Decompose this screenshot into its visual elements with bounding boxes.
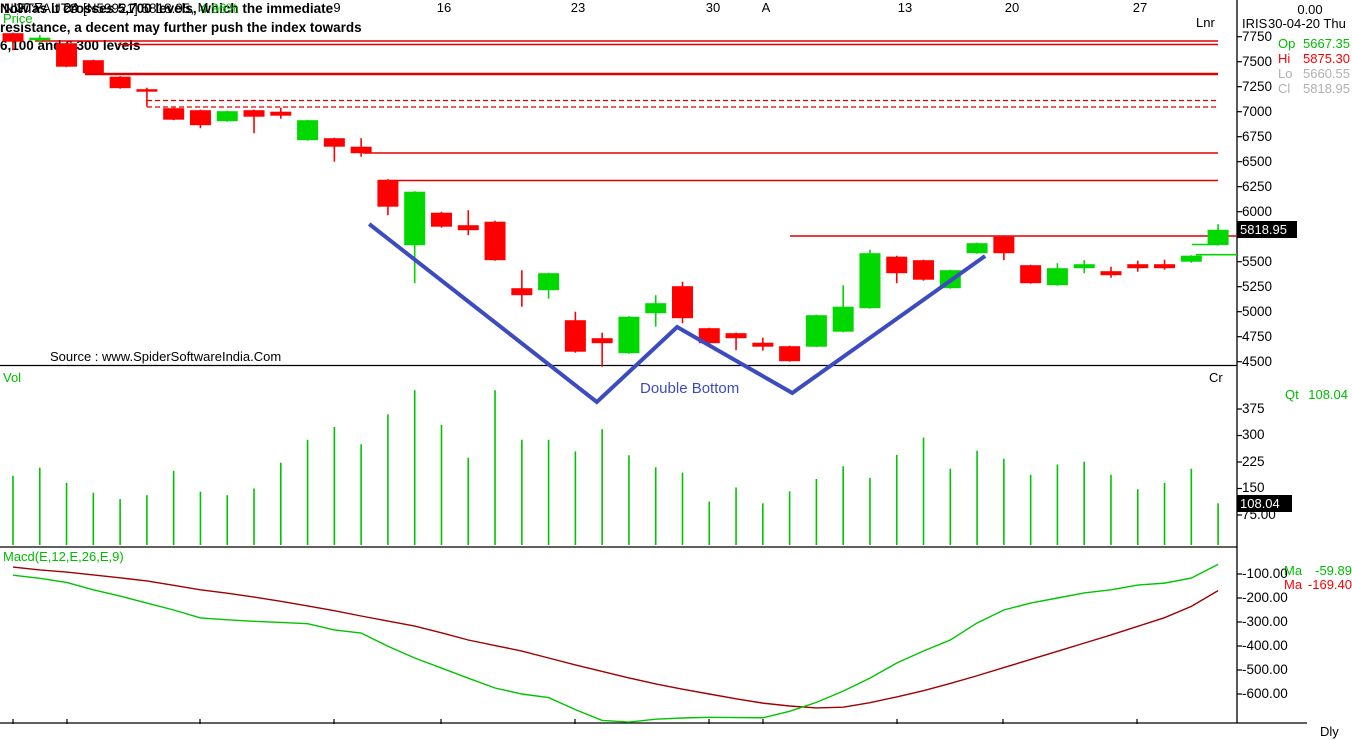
open-label: Op bbox=[1278, 36, 1296, 51]
app-name-label: IRIS bbox=[1242, 16, 1268, 31]
periodicity-label: Dly bbox=[1320, 724, 1339, 739]
quantity-value: 108.04 bbox=[1308, 387, 1348, 402]
session-date-label: 30-04-20 Thu bbox=[1268, 16, 1346, 31]
signal-ma-value: -169.40 bbox=[1307, 577, 1352, 592]
low-label: Lo bbox=[1278, 66, 1293, 81]
low-value: 5660.55 bbox=[1303, 66, 1350, 81]
high-label: Hi bbox=[1278, 51, 1291, 66]
price-panel-label: Price bbox=[3, 11, 33, 26]
open-value: 5667.35 bbox=[1303, 36, 1350, 51]
chart-title: NIFTYAUTO [N59921] 5818.95, 4.96% bbox=[4, 1, 238, 16]
close-value: 5818.95 bbox=[1303, 81, 1350, 96]
volume-panel-label: Vol bbox=[3, 370, 22, 385]
info-top-value: 0.00 bbox=[1297, 2, 1323, 17]
last-volume-tag: 108.04 bbox=[1237, 495, 1292, 512]
symbol-title: NIFTYAUTO [N59921] 5818.95, bbox=[4, 1, 195, 16]
last-price-tag: 5818.95 bbox=[1237, 221, 1297, 238]
signal-ma-label: Ma bbox=[1284, 577, 1303, 592]
scale-type-label: Lnr bbox=[1196, 15, 1215, 30]
macd-ma-label: Ma bbox=[1284, 563, 1303, 578]
annotation-line-1: Now as it crosses 5,700 levels, which th… bbox=[0, 1, 334, 16]
close-label: Cl bbox=[1278, 81, 1291, 96]
macd-panel-label: Macd(E,12,E,26,E,9) bbox=[3, 549, 124, 564]
high-value: 5875.30 bbox=[1303, 51, 1350, 66]
volume-unit-label: Cr bbox=[1209, 370, 1223, 385]
source-credit: Source : www.SpiderSoftwareIndia.Com bbox=[50, 349, 282, 364]
quantity-label: Qt bbox=[1285, 387, 1299, 402]
pattern-annotation: Double Bottom bbox=[640, 380, 740, 397]
macd-ma-value: -59.89 bbox=[1315, 563, 1352, 578]
annotation-line-2: resistance, a decent may further push th… bbox=[0, 19, 362, 35]
change-percent: 4.96% bbox=[200, 1, 239, 16]
